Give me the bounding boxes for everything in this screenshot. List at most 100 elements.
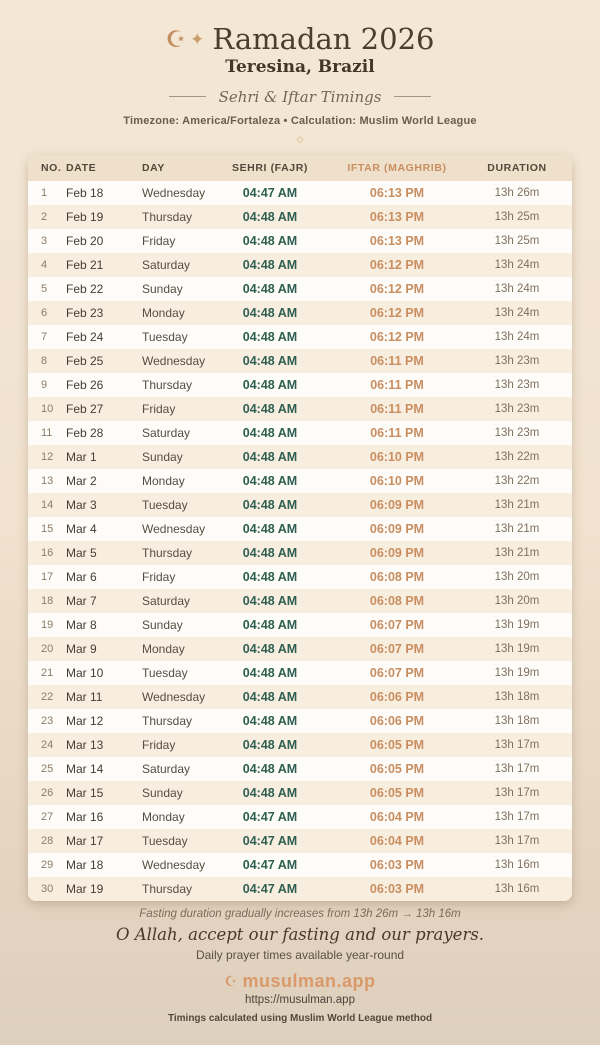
brand-logo: ☪ musulman.app: [0, 971, 600, 992]
cell-no: 5: [41, 282, 48, 295]
cell-iftar-time: 06:12 PM: [369, 281, 425, 296]
cell-duration: 13h 17m: [494, 834, 540, 847]
cell-duration: 13h 24m: [494, 258, 540, 271]
cell-duration: 13h 17m: [494, 810, 540, 823]
cell-no: 15: [41, 522, 54, 535]
crescent-moon-icon: ☪: [165, 27, 187, 53]
cell-date: Feb 20: [66, 233, 104, 248]
cell-date: Mar 11: [66, 689, 103, 704]
left-rule-divider: [168, 96, 206, 98]
cell-day: Monday: [142, 305, 185, 320]
cell-no: 30: [41, 882, 54, 895]
cell-no: 23: [41, 714, 54, 727]
cell-no: 10: [41, 402, 54, 415]
cell-date: Mar 12: [66, 713, 104, 728]
cell-sehri-time: 04:48 AM: [242, 401, 298, 416]
cell-no: 3: [41, 234, 48, 247]
cell-duration: 13h 23m: [494, 378, 540, 391]
cell-date: Mar 16: [66, 809, 104, 824]
cell-duration: 13h 25m: [494, 210, 540, 223]
timings-table: NO. DATE DAY SEHRI (FAJR) IFTAR (MAGHRIB…: [28, 154, 572, 901]
cell-duration: 13h 22m: [494, 450, 540, 463]
cell-iftar-time: 06:05 PM: [369, 737, 425, 752]
cell-sehri-time: 04:48 AM: [242, 281, 298, 296]
cell-sehri-time: 04:48 AM: [242, 521, 298, 536]
cell-day: Saturday: [142, 257, 191, 272]
cell-day: Monday: [142, 473, 185, 488]
table-row: 29 Mar 18 Wednesday 04:47 AM 06:03 PM 13…: [28, 852, 572, 877]
cell-iftar-time: 06:09 PM: [369, 545, 425, 560]
cell-date: Mar 19: [66, 881, 104, 896]
cell-sehri-time: 04:48 AM: [242, 545, 298, 560]
table-row: 13 Mar 2 Monday 04:48 AM 06:10 PM 13h 22…: [28, 468, 572, 493]
table-row: 30 Mar 19 Thursday 04:47 AM 06:03 PM 13h…: [28, 876, 572, 901]
cell-date: Mar 2: [66, 473, 97, 488]
table-row: 11 Feb 28 Saturday 04:48 AM 06:11 PM 13h…: [28, 420, 572, 445]
cell-sehri-time: 04:48 AM: [242, 641, 298, 656]
cell-no: 27: [41, 810, 54, 823]
cell-duration: 13h 18m: [494, 714, 540, 727]
cell-no: 8: [41, 354, 48, 367]
cell-duration: 13h 19m: [494, 618, 540, 631]
cell-no: 26: [41, 786, 54, 799]
cell-sehri-time: 04:48 AM: [242, 377, 298, 392]
cell-date: Mar 7: [66, 593, 97, 608]
cell-date: Mar 3: [66, 497, 97, 512]
cell-sehri-time: 04:48 AM: [242, 665, 298, 680]
cell-date: Mar 8: [66, 617, 97, 632]
cell-day: Sunday: [142, 449, 183, 464]
column-header-day: DAY: [142, 161, 166, 174]
cell-date: Feb 27: [66, 401, 104, 416]
availability-note: Daily prayer times available year-round: [195, 947, 405, 962]
cell-date: Mar 17: [66, 833, 104, 848]
cell-iftar-time: 06:09 PM: [369, 497, 425, 512]
table-row: 15 Mar 4 Wednesday 04:48 AM 06:09 PM 13h…: [28, 516, 572, 541]
cell-day: Monday: [142, 809, 185, 824]
cell-no: 19: [41, 618, 54, 631]
cell-no: 6: [41, 306, 48, 319]
cell-no: 9: [41, 378, 48, 391]
cell-sehri-time: 04:48 AM: [242, 617, 298, 632]
four-pointed-star-icon: ✦: [190, 30, 205, 50]
cell-iftar-time: 06:12 PM: [369, 257, 425, 272]
cell-iftar-time: 06:05 PM: [369, 761, 425, 776]
cell-iftar-time: 06:03 PM: [369, 881, 425, 896]
cell-iftar-time: 06:06 PM: [369, 689, 425, 704]
cell-no: 29: [41, 858, 54, 871]
cell-duration: 13h 19m: [494, 666, 540, 679]
table-body: 1 Feb 18 Wednesday 04:47 AM 06:13 PM 13h…: [28, 180, 572, 901]
cell-day: Wednesday: [142, 185, 206, 200]
cell-no: 13: [41, 474, 54, 487]
cell-duration: 13h 24m: [494, 306, 540, 319]
cell-date: Feb 26: [66, 377, 104, 392]
cell-duration: 13h 22m: [494, 474, 540, 487]
cell-date: Mar 14: [66, 761, 104, 776]
column-header-iftar: IFTAR (MAGHRIB): [347, 161, 447, 174]
cell-duration: 13h 16m: [494, 858, 540, 871]
cell-duration: 13h 20m: [494, 594, 540, 607]
cell-iftar-time: 06:11 PM: [370, 401, 424, 416]
cell-sehri-time: 04:47 AM: [242, 185, 298, 200]
cell-sehri-time: 04:48 AM: [242, 593, 298, 608]
cell-duration: 13h 18m: [494, 690, 540, 703]
cell-date: Feb 19: [66, 209, 104, 224]
cell-sehri-time: 04:47 AM: [242, 857, 298, 872]
cell-duration: 13h 26m: [494, 186, 540, 199]
table-row: 18 Mar 7 Saturday 04:48 AM 06:08 PM 13h …: [28, 588, 572, 613]
brand-crescent-icon: ☪: [224, 972, 238, 989]
diamond-ornament-icon: ◇: [296, 133, 304, 144]
cell-day: Tuesday: [142, 329, 188, 344]
table-row: 25 Mar 14 Saturday 04:48 AM 06:05 PM 13h…: [28, 756, 572, 781]
cell-date: Mar 13: [66, 737, 104, 752]
cell-date: Feb 25: [66, 353, 104, 368]
cell-date: Feb 22: [66, 281, 104, 296]
cell-duration: 13h 21m: [494, 522, 540, 535]
cell-iftar-time: 06:06 PM: [369, 713, 425, 728]
location-subtitle: Teresina, Brazil: [225, 56, 375, 77]
cell-iftar-time: 06:11 PM: [370, 377, 424, 392]
column-header-date: DATE: [66, 161, 97, 174]
cell-no: 24: [41, 738, 54, 751]
cell-day: Friday: [142, 737, 176, 752]
page-footer: Fasting duration gradually increases fro…: [0, 908, 600, 1024]
cell-sehri-time: 04:47 AM: [242, 809, 298, 824]
